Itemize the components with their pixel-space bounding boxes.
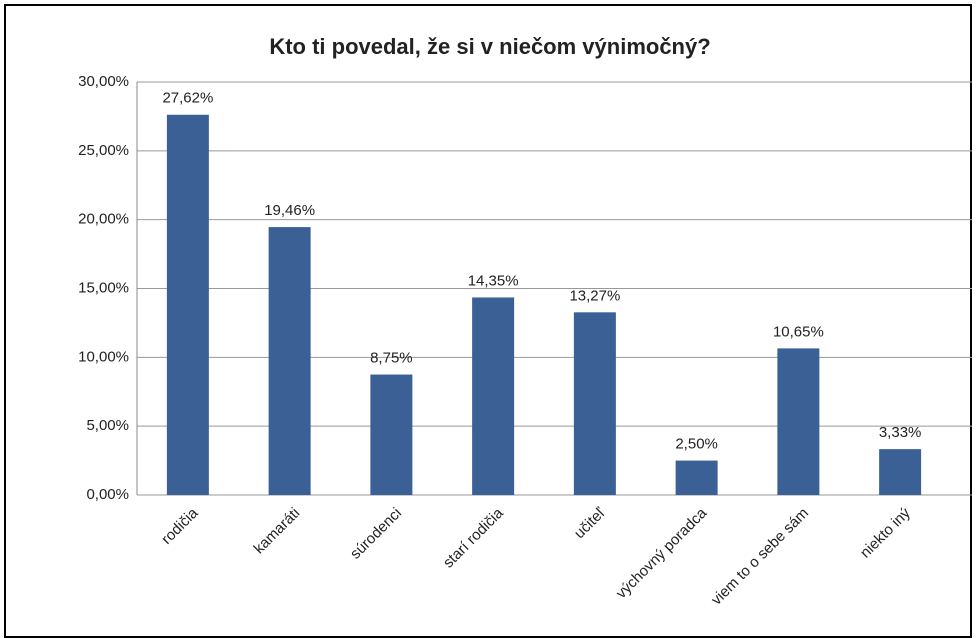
y-tick-label: 30,00%: [78, 73, 129, 90]
x-tick-label: výchovný poradca: [613, 504, 711, 602]
value-label: 13,27%: [569, 287, 620, 304]
x-tick-label: rodičia: [158, 504, 202, 548]
value-label: 2,50%: [675, 436, 718, 453]
y-tick-label: 5,00%: [86, 417, 129, 434]
x-tick-label: starí rodičia: [440, 504, 507, 571]
bar: [268, 227, 311, 496]
value-label: 10,65%: [773, 323, 824, 340]
value-label: 27,62%: [162, 90, 213, 107]
bar: [472, 297, 515, 495]
value-label: 3,33%: [879, 424, 922, 441]
x-tick-label: viem to o sebe sám: [708, 505, 812, 609]
bar: [777, 348, 820, 495]
value-label: 14,35%: [468, 272, 519, 289]
bar: [573, 312, 616, 495]
x-tick-label: učiteľ: [571, 504, 609, 542]
x-tick-label: kamaráti: [251, 505, 304, 558]
y-tick-label: 20,00%: [78, 211, 129, 228]
chart-title: Kto ti povedal, že si v niečom výnimočný…: [269, 34, 710, 59]
value-label: 19,46%: [264, 202, 315, 219]
y-tick-label: 25,00%: [78, 142, 129, 159]
bar: [370, 374, 413, 495]
value-label: 8,75%: [370, 350, 413, 367]
y-tick-label: 15,00%: [78, 279, 129, 296]
y-tick-label: 10,00%: [78, 348, 129, 365]
x-tick-label: súrodenci: [347, 505, 405, 563]
chart-border: [4, 4, 972, 638]
y-tick-label: 0,00%: [86, 486, 129, 503]
bar: [675, 460, 718, 495]
bar: [879, 449, 922, 495]
bar: [166, 114, 209, 496]
x-tick-label: niekto iný: [857, 504, 914, 561]
